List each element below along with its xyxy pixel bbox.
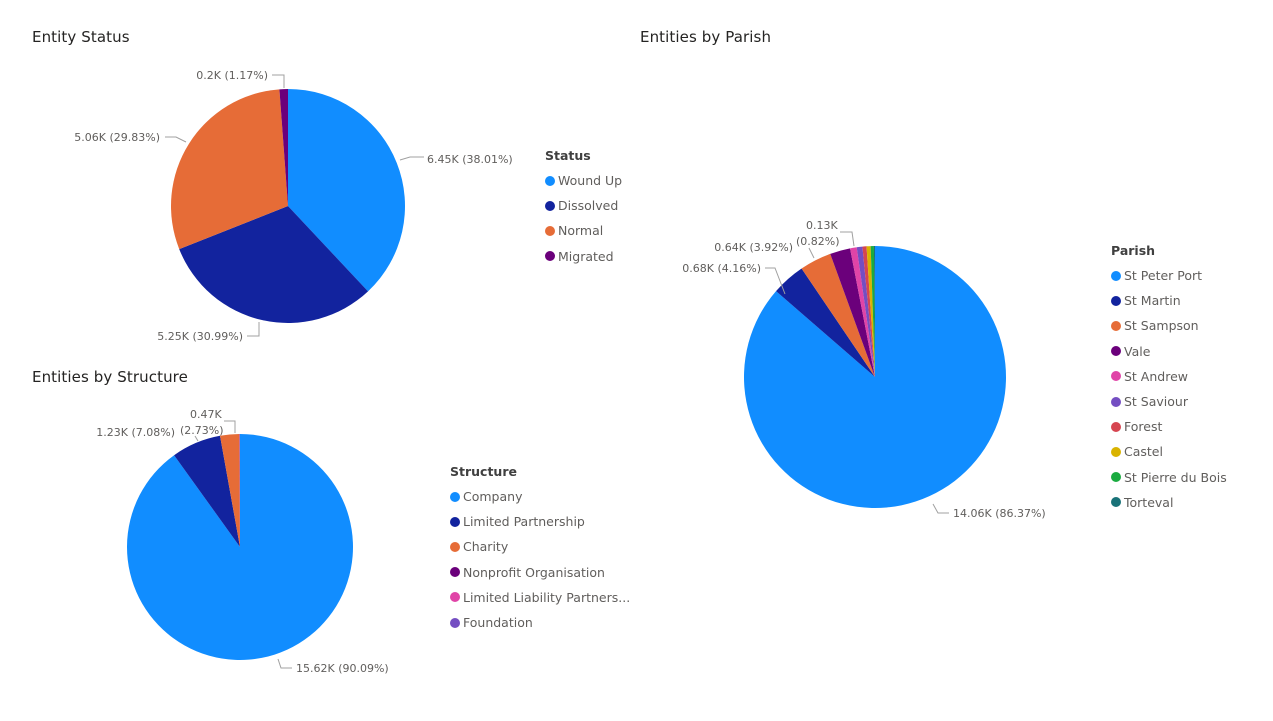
data-label: 0.64K (3.92%) — [714, 241, 793, 254]
legend-dot-icon — [545, 225, 555, 236]
legend-dot-icon — [450, 541, 460, 552]
pie-slice[interactable] — [856, 246, 875, 377]
legend-item-migrated[interactable]: Migrated — [545, 244, 622, 269]
legend-dot-icon — [1111, 472, 1121, 483]
leader-line — [277, 658, 292, 669]
legend-dot-icon — [1111, 446, 1121, 457]
leader-line — [165, 136, 187, 143]
legend-dot-icon — [1111, 421, 1121, 432]
legend-item-charity[interactable]: Charity — [450, 534, 630, 559]
legend-dot-icon — [545, 175, 555, 186]
legend-dot-icon — [450, 617, 460, 628]
entity-status-visual[interactable]: Entity Status Status Wound Up Dissolved … — [20, 20, 622, 350]
leader-line — [808, 247, 815, 259]
pie-slice[interactable] — [174, 435, 240, 547]
pie-slice[interactable] — [776, 268, 875, 377]
data-label: 5.06K (29.83%) — [74, 131, 160, 144]
data-label: 6.45K (38.01%) — [427, 153, 513, 166]
legend-dot-icon — [1111, 295, 1121, 306]
legend-dot-icon — [450, 592, 460, 603]
legend-item-foundation[interactable]: Foundation — [450, 610, 630, 635]
pie-slice[interactable] — [873, 246, 875, 377]
entities-by-parish-visual[interactable]: Entities by Parish Parish St Peter Port … — [628, 20, 1258, 700]
legend-item-normal[interactable]: Normal — [545, 218, 622, 243]
structure-legend: Structure Company Limited Partnership Ch… — [450, 464, 630, 635]
legend-dot-icon — [1111, 396, 1121, 407]
entities-by-parish-pie[interactable]: 14.06K (86.37%) 0.68K (4.16%) 0.64K (3.92%… — [682, 219, 1045, 520]
entity-status-pie[interactable]: 6.45K (38.01%) 5.25K (30.99%) 5.06K (29.83… — [74, 69, 512, 343]
legend-dot-icon — [1111, 497, 1121, 508]
legend-dot-icon — [545, 200, 555, 211]
pie-slice[interactable] — [801, 253, 875, 377]
leader-line — [399, 156, 424, 161]
legend-item-limited-liability-partnership[interactable]: Limited Liability Partners... — [450, 585, 630, 610]
leader-line — [194, 435, 199, 442]
leader-line — [765, 267, 786, 295]
pie-slice[interactable] — [288, 89, 406, 292]
entities-by-structure-title: Entities by Structure — [32, 368, 188, 386]
legend-item-nonprofit-organisation[interactable]: Nonprofit Organisation — [450, 560, 630, 585]
pie-slice[interactable] — [743, 246, 1006, 508]
pie-slice[interactable] — [850, 247, 875, 377]
data-label: 1.23K (7.08%) — [96, 426, 175, 439]
legend-item-dissolved[interactable]: Dissolved — [545, 193, 622, 218]
leader-line — [247, 322, 260, 337]
pie-slice[interactable] — [830, 248, 875, 377]
entities-by-structure-pie[interactable]: 15.62K (90.09%) 1.23K (7.08%) (2.73%) 0.47K — [96, 408, 388, 675]
legend-item-st-pierre-du-bois[interactable]: St Pierre du Bois — [1111, 465, 1227, 490]
legend-item-st-martin[interactable]: St Martin — [1111, 288, 1227, 313]
data-label: 14.06K (86.37%) — [953, 507, 1046, 520]
legend-dot-icon — [545, 251, 555, 262]
pie-slice[interactable] — [866, 246, 875, 377]
legend-item-st-sampson[interactable]: St Sampson — [1111, 313, 1227, 338]
leader-line — [224, 420, 236, 433]
pie-slice[interactable] — [220, 434, 240, 547]
legend-item-limited-partnership[interactable]: Limited Partnership — [450, 509, 630, 534]
pie-slice[interactable] — [179, 206, 369, 323]
pie-slice[interactable] — [870, 246, 875, 377]
leader-line — [840, 231, 855, 247]
legend-item-company[interactable]: Company — [450, 484, 630, 509]
data-label: (0.82%) — [796, 235, 840, 248]
pie-slice[interactable] — [239, 434, 240, 547]
entities-by-structure-visual[interactable]: Entities by Structure Structure Company … — [20, 360, 630, 700]
status-legend: Status Wound Up Dissolved Normal Migrate… — [545, 148, 622, 269]
data-label: 5.25K (30.99%) — [157, 330, 243, 343]
data-label: 0.47K — [190, 408, 222, 421]
legend-dot-icon — [450, 567, 460, 578]
pie-slice[interactable] — [862, 246, 875, 377]
parish-legend-title: Parish — [1111, 243, 1156, 258]
pie-slice[interactable] — [171, 89, 288, 250]
entity-status-title: Entity Status — [32, 28, 130, 46]
data-label: 0.68K (4.16%) — [682, 262, 761, 275]
pie-slice[interactable] — [279, 89, 288, 206]
legend-item-st-andrew[interactable]: St Andrew — [1111, 364, 1227, 389]
parish-legend: Parish St Peter Port St Martin St Sampso… — [1111, 243, 1227, 515]
legend-dot-icon — [450, 516, 460, 527]
legend-item-wound-up[interactable]: Wound Up — [545, 168, 622, 193]
legend-item-st-saviour[interactable]: St Saviour — [1111, 389, 1227, 414]
legend-dot-icon — [1111, 270, 1121, 281]
data-label: 0.2K (1.17%) — [196, 69, 268, 82]
data-label: 0.13K — [806, 219, 838, 232]
legend-dot-icon — [1111, 346, 1121, 357]
legend-item-torteval[interactable]: Torteval — [1111, 490, 1227, 515]
data-label: 15.62K (90.09%) — [296, 662, 389, 675]
leader-line — [932, 503, 949, 514]
pie-slice[interactable] — [126, 434, 353, 661]
legend-dot-icon — [1111, 320, 1121, 331]
legend-item-forest[interactable]: Forest — [1111, 414, 1227, 439]
entities-by-parish-title: Entities by Parish — [640, 28, 772, 46]
legend-dot-icon — [1111, 371, 1121, 382]
status-legend-title: Status — [545, 148, 591, 163]
data-label: (2.73%) — [180, 424, 224, 437]
leader-line — [272, 74, 285, 88]
legend-item-castel[interactable]: Castel — [1111, 439, 1227, 464]
structure-legend-title: Structure — [450, 464, 517, 479]
legend-item-vale[interactable]: Vale — [1111, 339, 1227, 364]
legend-item-st-peter-port[interactable]: St Peter Port — [1111, 263, 1227, 288]
legend-dot-icon — [450, 491, 460, 502]
